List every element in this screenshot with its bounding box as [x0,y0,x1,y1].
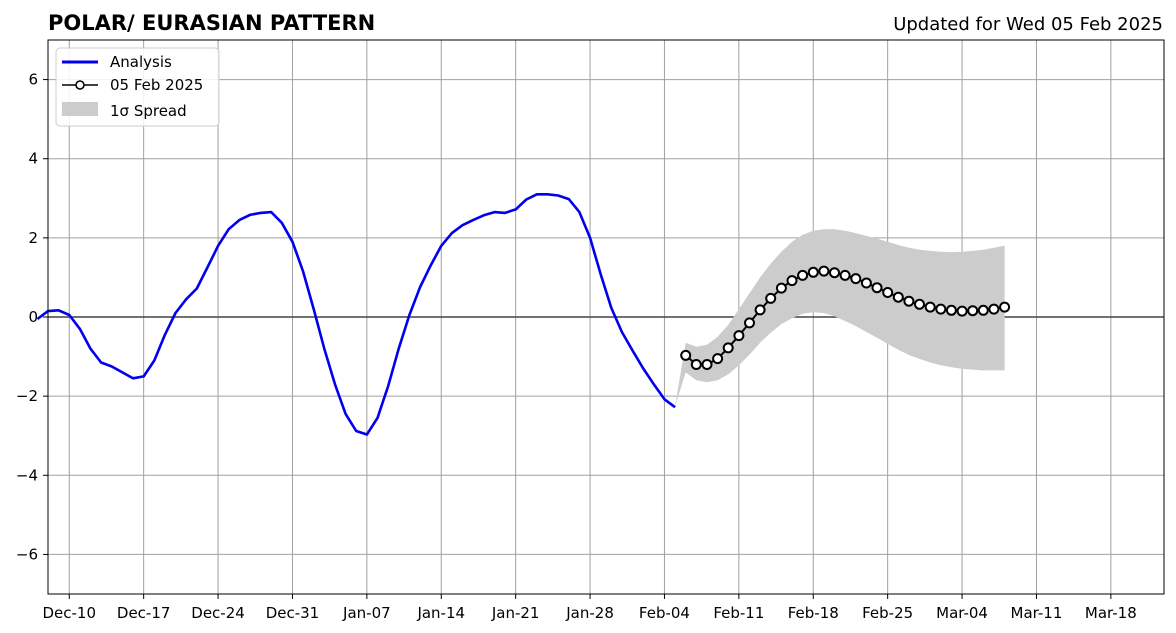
forecast-point [797,269,809,281]
forecast-point [786,275,798,287]
forecast-point [882,287,894,298]
y-tick-label: −6 [16,545,38,563]
forecast-point [850,273,862,285]
forecast-point [967,305,979,317]
forecast-point [903,295,915,307]
forecast-point [871,282,883,294]
x-tick-label: Feb-04 [639,604,690,622]
x-tick-label: Dec-10 [42,604,96,622]
x-tick-label: Feb-18 [788,604,839,622]
legend: Analysis 05 Feb 2025 1σ Spread [55,47,220,127]
x-axis-ticks: Dec-10 Dec-17 Dec-24 Dec-31 Jan-07 Jan-14 Jan-… [42,594,1137,622]
forecast-point [924,301,936,313]
x-tick-label: Mar-11 [1011,604,1063,622]
forecast-point [807,266,819,278]
forecast-point [988,303,1000,315]
forecast-point [839,269,851,281]
chart-title: POLAR/ EURASIAN PATTERN [48,11,375,35]
forecast-point [945,304,957,316]
forecast-point [999,301,1011,313]
forecast-point [744,317,755,329]
forecast-point [892,291,904,303]
y-tick-label: 4 [28,150,38,168]
legend-forecast-swatch-marker [75,80,85,90]
forecast-point [860,277,872,289]
y-tick-label: 2 [28,229,38,247]
forecast-point [818,265,830,277]
x-tick-label: Mar-18 [1085,604,1137,622]
x-tick-label: Feb-11 [713,604,764,622]
y-tick-label: 6 [28,71,38,89]
x-tick-label: Jan-21 [491,604,540,622]
legend-forecast-label: 05 Feb 2025 [110,76,203,94]
marker-layer [680,265,1011,370]
y-tick-label: −2 [16,387,38,405]
forecast-point [829,267,840,279]
forecast-point [765,292,777,304]
forecast-point [722,342,734,354]
y-tick-label: −4 [16,466,38,484]
legend-spread-swatch [62,102,98,116]
x-tick-label: Jan-14 [416,604,465,622]
y-axis-ticks: −6 −4 −2 0 2 4 6 [16,71,48,563]
forecast-point [754,304,766,316]
forecast-point [914,298,925,310]
spread-layer [675,229,1005,406]
spread-band [675,229,1005,406]
x-tick-label: Jan-28 [565,604,614,622]
x-tick-label: Mar-04 [936,604,988,622]
forecast-point [680,349,692,361]
forecast-point [956,305,968,317]
chart-subtitle: Updated for Wed 05 Feb 2025 [893,14,1163,35]
x-tick-label: Jan-07 [342,604,391,622]
x-tick-label: Dec-17 [117,604,171,622]
forecast-point [701,359,713,370]
x-tick-label: Feb-25 [862,604,913,622]
legend-analysis-label: Analysis [110,53,172,71]
x-tick-label: Dec-31 [266,604,320,622]
forecast-point [733,330,745,342]
forecast-point [935,303,947,315]
analysis-line [36,193,676,436]
forecast-point [690,359,702,370]
forecast-point [977,304,989,316]
forecast-point [712,353,724,365]
forecast-point [775,282,787,294]
legend-spread-label: 1σ Spread [110,102,187,120]
x-tick-label: Dec-24 [191,604,245,622]
y-tick-label: 0 [28,308,38,326]
